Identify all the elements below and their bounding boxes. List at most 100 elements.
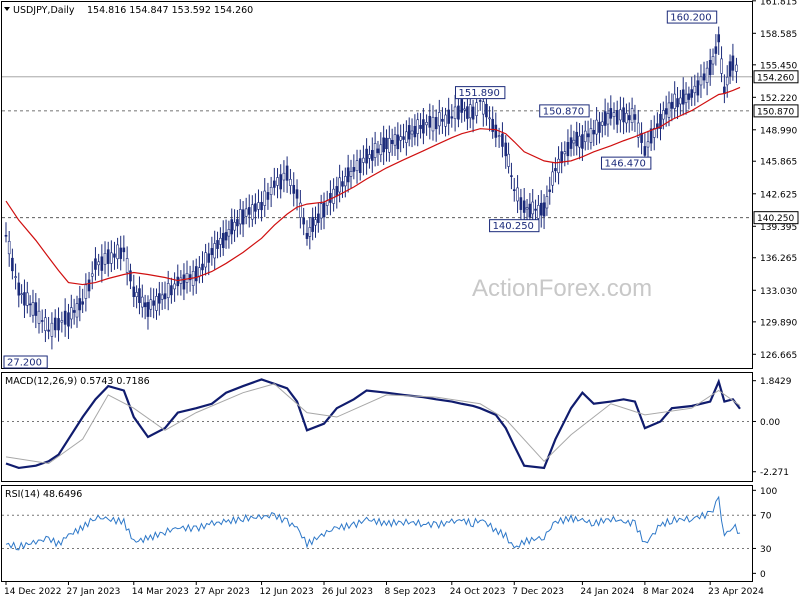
- price-candle-body: [302, 217, 305, 225]
- axis-layer: 161.815 158.585 155.450 152.220 148.990 145.8…: [4, 0, 797, 597]
- price-candle-body: [244, 208, 248, 217]
- price-candle-body: [260, 201, 263, 211]
- price-y-tick-label: 145.865: [760, 158, 797, 168]
- price-candle-body: [578, 135, 581, 148]
- price-candle-body: [625, 112, 628, 124]
- price-candle-body: [379, 144, 383, 156]
- price-candle-body: [560, 151, 563, 164]
- price-candle-body: [471, 106, 475, 120]
- price-candle-body: [14, 276, 17, 278]
- price-candle-body: [431, 116, 435, 132]
- price-candle-body: [282, 172, 286, 181]
- price-candle-body: [349, 171, 353, 177]
- price-candle-body: [292, 184, 296, 194]
- annotation-label: 27.200: [7, 358, 42, 369]
- price-candle-body: [466, 106, 469, 119]
- price-candle-body: [149, 299, 153, 310]
- grid-layer: [2, 76, 752, 549]
- x-tick-label: 24 Oct 2023: [450, 587, 506, 597]
- price-candle-body: [557, 158, 560, 174]
- price-candle-body: [551, 171, 554, 186]
- hline-value-box: [753, 104, 799, 118]
- price-candle-body: [146, 302, 150, 317]
- price-candle-body: [182, 274, 186, 290]
- price-candle-body: [247, 207, 251, 215]
- price-candle-body: [201, 263, 204, 271]
- price-candle-body: [575, 131, 579, 147]
- price-candle-body: [352, 167, 356, 172]
- price-candle-body: [173, 283, 176, 290]
- price-candle-body: [224, 232, 228, 241]
- price-candle-body: [563, 151, 567, 155]
- price-candle-body: [640, 132, 643, 143]
- price-candle-body: [368, 154, 371, 159]
- price-candle-body: [622, 107, 625, 123]
- price-candle-body: [572, 139, 576, 144]
- x-tick-label: 26 Jul 2023: [322, 587, 373, 597]
- price-candle-body: [410, 130, 414, 135]
- price-candle-body: [176, 276, 180, 287]
- price-candle-body: [257, 202, 260, 210]
- price-candle-body: [135, 292, 138, 297]
- price-y-tick-label: 152.220: [760, 94, 797, 104]
- price-candle-body: [539, 202, 543, 216]
- price-candle-body: [132, 286, 136, 298]
- price-candle-body: [7, 240, 11, 255]
- price-candle-body: [269, 186, 273, 195]
- price-candle-body: [332, 188, 335, 204]
- price-candle-body: [447, 109, 450, 124]
- x-tick-label: 23 Apr 2024: [708, 587, 764, 597]
- price-candle-body: [507, 153, 510, 167]
- macd-line: [5, 378, 741, 470]
- price-candle-body: [649, 128, 653, 144]
- annotation-layer: 154.260 150.870 140.250 160.200 151.890 150.8…: [3, 10, 799, 369]
- price-candle-body: [522, 200, 526, 213]
- price-candle-body: [592, 130, 596, 135]
- price-candle-body: [221, 232, 225, 249]
- price-candle-body: [254, 203, 257, 212]
- price-candle-body: [690, 89, 694, 98]
- annotation-box: [489, 219, 540, 233]
- price-candle-body: [554, 168, 557, 172]
- price-candle-body: [140, 296, 144, 308]
- x-tick-label: 14 Dec 2022: [4, 587, 62, 597]
- price-candle-body: [158, 293, 161, 304]
- price-candle-body: [20, 293, 23, 296]
- rsi-title: RSI(14) 48.6496: [5, 489, 82, 500]
- price-candle-body: [717, 34, 721, 43]
- price-candle-body: [152, 300, 155, 306]
- price-candle-body: [50, 322, 54, 337]
- dropdown-triangle-icon[interactable]: [4, 7, 10, 11]
- annotation-label: 160.200: [670, 13, 711, 24]
- price-candle-body: [31, 302, 35, 316]
- hline-value-label: 150.870: [757, 107, 794, 117]
- price-candle-body: [362, 157, 365, 163]
- price-candle-body: [693, 85, 697, 94]
- price-candle-body: [70, 307, 73, 320]
- price-candle-body: [569, 137, 573, 149]
- price-candle-body: [615, 110, 619, 125]
- watermark: ActionForex.com: [472, 275, 652, 302]
- rsi-y-tick-label: 70: [760, 512, 772, 522]
- price-candle-body: [525, 207, 529, 210]
- price-y-tick-label: 158.585: [760, 30, 797, 40]
- hline-value-label: 154.260: [757, 73, 794, 83]
- price-candle-body: [583, 130, 587, 143]
- price-candle-body: [731, 55, 735, 71]
- price-candle-body: [708, 60, 712, 76]
- price-candle-body: [512, 189, 516, 192]
- price-candle-body: [673, 93, 676, 109]
- price-candle-body: [627, 115, 631, 121]
- price-candle-body: [531, 201, 535, 215]
- price-candle-body: [285, 165, 289, 181]
- price-candle-body: [241, 209, 245, 225]
- price-candle-body: [97, 261, 100, 266]
- price-candle-body: [213, 243, 217, 259]
- price-candle-body: [219, 237, 222, 245]
- price-y-tick-label: 142.625: [760, 190, 797, 200]
- price-panel-frame: [1, 1, 753, 369]
- price-y-tick-label: 161.815: [760, 0, 797, 7]
- price-candle-body: [188, 274, 192, 281]
- price-candle-body: [34, 302, 38, 316]
- price-candle-body: [299, 202, 302, 218]
